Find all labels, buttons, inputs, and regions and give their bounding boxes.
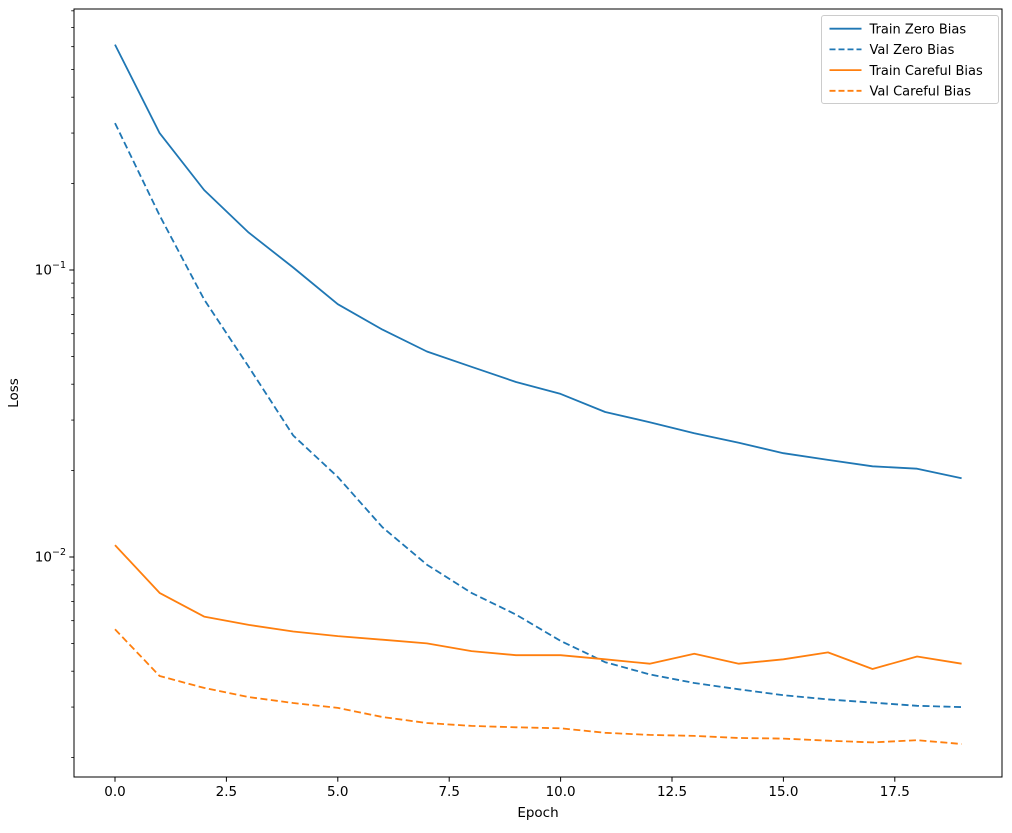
legend-box	[821, 15, 999, 104]
x-tick-label: 15.0	[768, 784, 798, 800]
legend-entry-train-zero-bias: Train Zero Bias	[829, 23, 967, 38]
legend: Train Zero Bias Val Zero Bias Train Carefu…	[821, 15, 999, 104]
x-tick-label: 5.0	[327, 784, 348, 800]
x-tick-label: 12.5	[657, 784, 687, 800]
legend-entry-val-zero-bias: Val Zero Bias	[829, 43, 955, 58]
x-tick-label: 10.0	[546, 784, 576, 800]
x-tick-label: 0.0	[104, 784, 125, 800]
legend-label: Val Careful Bias	[870, 85, 972, 100]
series-line-train-careful-bias	[114, 544, 962, 670]
legend-label: Train Careful Bias	[869, 64, 983, 79]
plot-border	[73, 8, 1003, 778]
y-axis-label: Loss	[6, 378, 22, 408]
y-tick-label: 10−1	[35, 260, 66, 279]
series-line-val-careful-bias	[114, 628, 962, 745]
x-tick-label: 7.5	[438, 784, 459, 800]
legend-label: Val Zero Bias	[870, 43, 955, 58]
legend-entry-train-careful-bias: Train Careful Bias	[829, 64, 983, 79]
series-line-train-zero-bias	[114, 44, 962, 480]
x-tick-label: 2.5	[216, 784, 237, 800]
x-axis-label: Epoch	[517, 805, 558, 821]
series-line-val-zero-bias	[114, 122, 962, 708]
legend-label: Train Zero Bias	[869, 23, 967, 38]
legend-entry-val-careful-bias: Val Careful Bias	[829, 85, 972, 100]
series-layer	[114, 44, 962, 745]
axes-layer: 0.0 2.5 5.0 7.5 10.0 12.5 15.0 17.5 10−1 10−2	[35, 8, 1003, 800]
x-tick-label: 17.5	[880, 784, 910, 800]
y-tick-label: 10−2	[35, 547, 66, 566]
